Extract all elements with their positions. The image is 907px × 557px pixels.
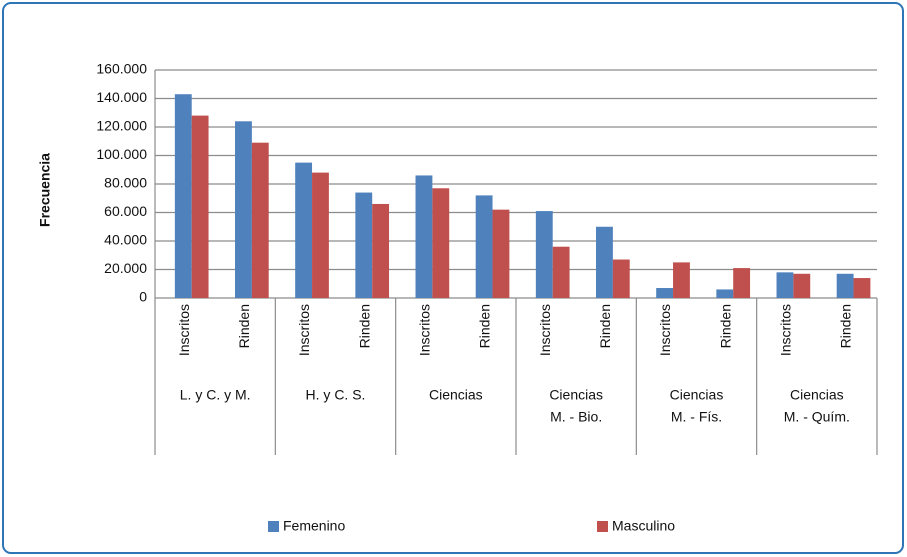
group-label: H. y C. S. [306,387,366,403]
x-tick-label: Rinden [477,304,493,348]
x-tick-label: Inscritos [176,304,192,356]
bar [492,209,510,298]
group-label: Ciencias [790,387,844,403]
group-label: Ciencias [429,387,483,403]
bar [776,272,794,298]
group-label: Ciencias [549,387,603,403]
x-tick-label: Rinden [356,304,372,348]
bar [836,273,854,298]
x-tick-label: Inscritos [296,304,312,356]
bar [432,188,450,298]
y-tick-label: 60.000 [104,203,147,219]
y-tick-label: 100.000 [96,146,147,162]
x-tick-label: Rinden [236,304,252,348]
x-tick-label: Inscritos [777,304,793,356]
group-label: L. y C. y M. [180,387,251,403]
bar [793,273,811,298]
legend-label: Femenino [283,518,345,534]
bar [191,115,209,298]
y-axis-label: Frecuencia [37,153,53,227]
x-tick-label: Rinden [597,304,613,348]
bar [853,278,871,298]
y-tick-label: 140.000 [96,89,147,105]
bar [475,195,493,298]
x-tick-label: Inscritos [657,304,673,356]
legend-label: Masculino [612,518,675,534]
group-label: M. - Fís. [671,409,722,425]
y-tick-label: 80.000 [104,175,147,191]
bar [355,192,373,298]
bar [235,121,252,298]
x-tick-label: Rinden [838,304,854,348]
bar [251,142,269,298]
bar [295,162,313,298]
group-label: M. - Quím. [784,409,850,425]
bar [733,268,751,298]
y-tick-label: 40.000 [104,232,147,248]
bar [312,172,329,298]
x-tick-label: Inscritos [537,304,553,356]
bar [673,262,690,298]
y-tick-label: 0 [139,289,147,305]
y-tick-label: 20.000 [104,260,147,276]
bar [535,211,553,298]
bar [552,246,570,298]
legend-swatch [597,521,608,532]
x-tick-label: Rinden [717,304,733,348]
bar [612,259,630,298]
bar [415,175,433,298]
y-tick-label: 120.000 [96,118,147,134]
legend-swatch [268,521,279,532]
group-label: M. - Bio. [550,409,602,425]
group-label: Ciencias [670,387,724,403]
bar [372,203,390,298]
y-tick-label: 160.000 [96,61,147,77]
bar [596,226,613,298]
x-tick-label: Inscritos [416,304,432,356]
bar [174,94,192,298]
bar [716,289,734,298]
bar [656,288,674,298]
